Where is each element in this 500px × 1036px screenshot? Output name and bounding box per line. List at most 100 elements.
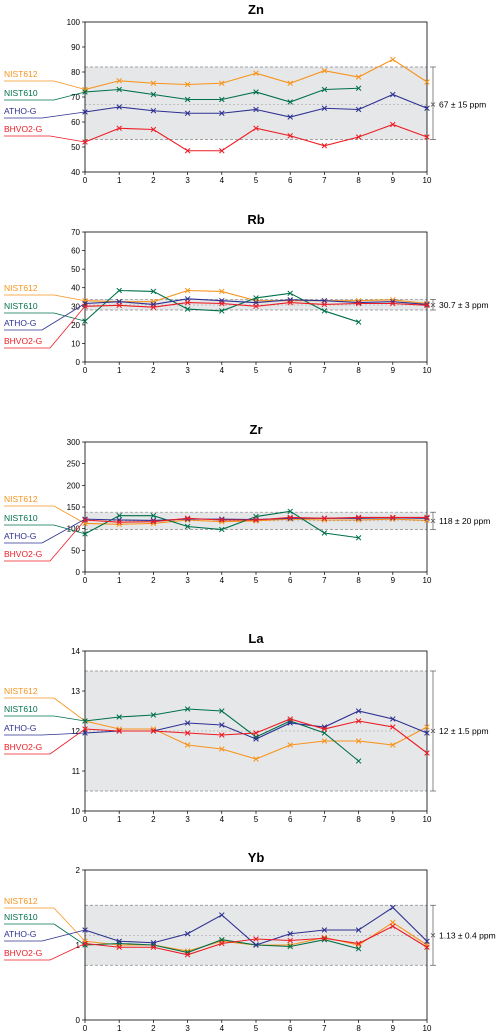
x-tick-label: 7 [322,815,327,824]
x-tick-label: 0 [83,1024,88,1033]
range-annotation: 67 ± 15 ppm [439,100,486,110]
data-point-marker [321,67,328,74]
chart-panel-zr: Zr 0 50 100 150 200 250 300 0 1 2 3 4 5 6 7 8 9 10 NIST612 N… [4,422,490,585]
y-tick-label: 40 [71,168,80,177]
x-tick-label: 5 [254,576,259,585]
x-tick-label: 10 [423,576,432,585]
series-label: BHVO2-G [4,124,42,134]
data-point-marker [253,936,259,942]
data-point-marker [116,519,122,525]
series-label: NIST610 [4,301,38,311]
data-point-marker [150,304,157,310]
x-tick-label: 4 [220,1024,225,1033]
data-point-marker [355,299,362,306]
data-point-marker [82,516,88,522]
y-tick-label: 60 [71,247,80,256]
data-point-marker [287,80,293,87]
x-tick-label: 7 [322,366,327,375]
leader-line [41,732,86,736]
y-tick-label: 11 [72,767,81,776]
mean-marker [430,932,436,938]
data-point-marker [321,142,328,149]
data-point-marker [253,89,259,95]
y-tick-label: 13 [71,687,80,696]
y-tick-label: 0 [76,358,81,367]
mean-marker [430,728,436,734]
data-point-marker [287,99,293,105]
x-tick-label: 5 [254,1024,259,1033]
data-point-marker [321,726,328,732]
x-tick-label: 8 [356,176,361,185]
data-point-marker [424,750,430,756]
data-point-marker [150,518,157,525]
x-tick-label: 0 [83,366,88,375]
y-tick-label: 80 [71,68,80,77]
data-point-marker [116,77,122,84]
x-tick-label: 4 [220,815,225,824]
x-tick-label: 9 [391,815,396,824]
data-point-marker [390,56,396,63]
mean-marker [430,518,436,524]
data-point-marker [116,104,122,110]
data-point-marker [390,91,396,98]
series-label: ATHO-G [4,929,36,939]
mean-marker [430,102,436,107]
data-point-marker [116,287,122,294]
leader-line [53,715,86,722]
leader-line [41,111,86,119]
x-tick-label: 1 [117,576,122,585]
series-label: BHVO2-G [4,742,42,752]
data-point-marker [390,121,396,128]
mean-marker [430,302,436,308]
y-tick-label: 20 [71,321,80,330]
chart-panel-zn: Zn 40 50 60 70 80 90 100 0 1 2 3 4 5 6 7 8 9 10 NIST612 NIST… [4,2,486,185]
data-point-marker [116,938,122,945]
range-annotation: 1.13 ± 0.4 ppm [439,930,496,940]
x-tick-label: 0 [83,576,88,585]
data-point-marker [219,722,225,728]
y-tick-label: 14 [71,647,80,656]
x-tick-label: 7 [322,176,327,185]
data-point-marker [219,517,225,523]
series-label: ATHO-G [4,723,36,733]
data-point-marker [321,308,328,314]
leader-line [53,91,86,101]
x-tick-label: 10 [423,815,432,824]
series-nist610 [82,508,362,541]
x-tick-label: 2 [151,815,156,824]
series-label: ATHO-G [4,106,36,116]
data-point-marker [355,106,362,113]
data-point-marker [355,319,362,325]
x-tick-label: 6 [288,815,293,824]
series-bhvo2-g [82,514,430,525]
x-tick-label: 7 [322,1024,327,1033]
data-point-marker [287,943,293,950]
series-label: NIST612 [4,494,38,504]
data-point-marker [321,515,328,522]
y-tick-label: 70 [71,228,80,237]
y-tick-label: 90 [71,43,80,52]
data-point-marker [184,515,191,522]
data-point-marker [184,523,191,530]
chart-title: Yb [248,850,265,865]
data-point-marker [424,134,430,140]
data-point-marker [355,535,362,541]
chart-title: Rb [247,212,264,227]
data-point-marker [253,730,259,736]
data-point-marker [355,708,362,714]
data-point-marker [150,728,157,734]
data-point-marker [219,746,225,752]
x-tick-label: 6 [288,176,293,185]
series-nist610 [82,85,362,105]
x-tick-label: 5 [254,366,259,375]
series-bhvo2-g [82,121,430,154]
data-point-marker [82,531,88,537]
y-tick-label: 50 [71,546,80,555]
data-point-marker [355,758,362,764]
series-label: NIST610 [4,912,38,922]
data-point-marker [355,945,362,952]
data-point-marker [390,716,396,722]
chart-panel-rb: Rb 0 10 20 30 40 50 60 70 0 1 2 3 4 5 6 7 8 9 10 NIST612 NIST… [4,212,489,375]
x-tick-label: 1 [117,176,122,185]
